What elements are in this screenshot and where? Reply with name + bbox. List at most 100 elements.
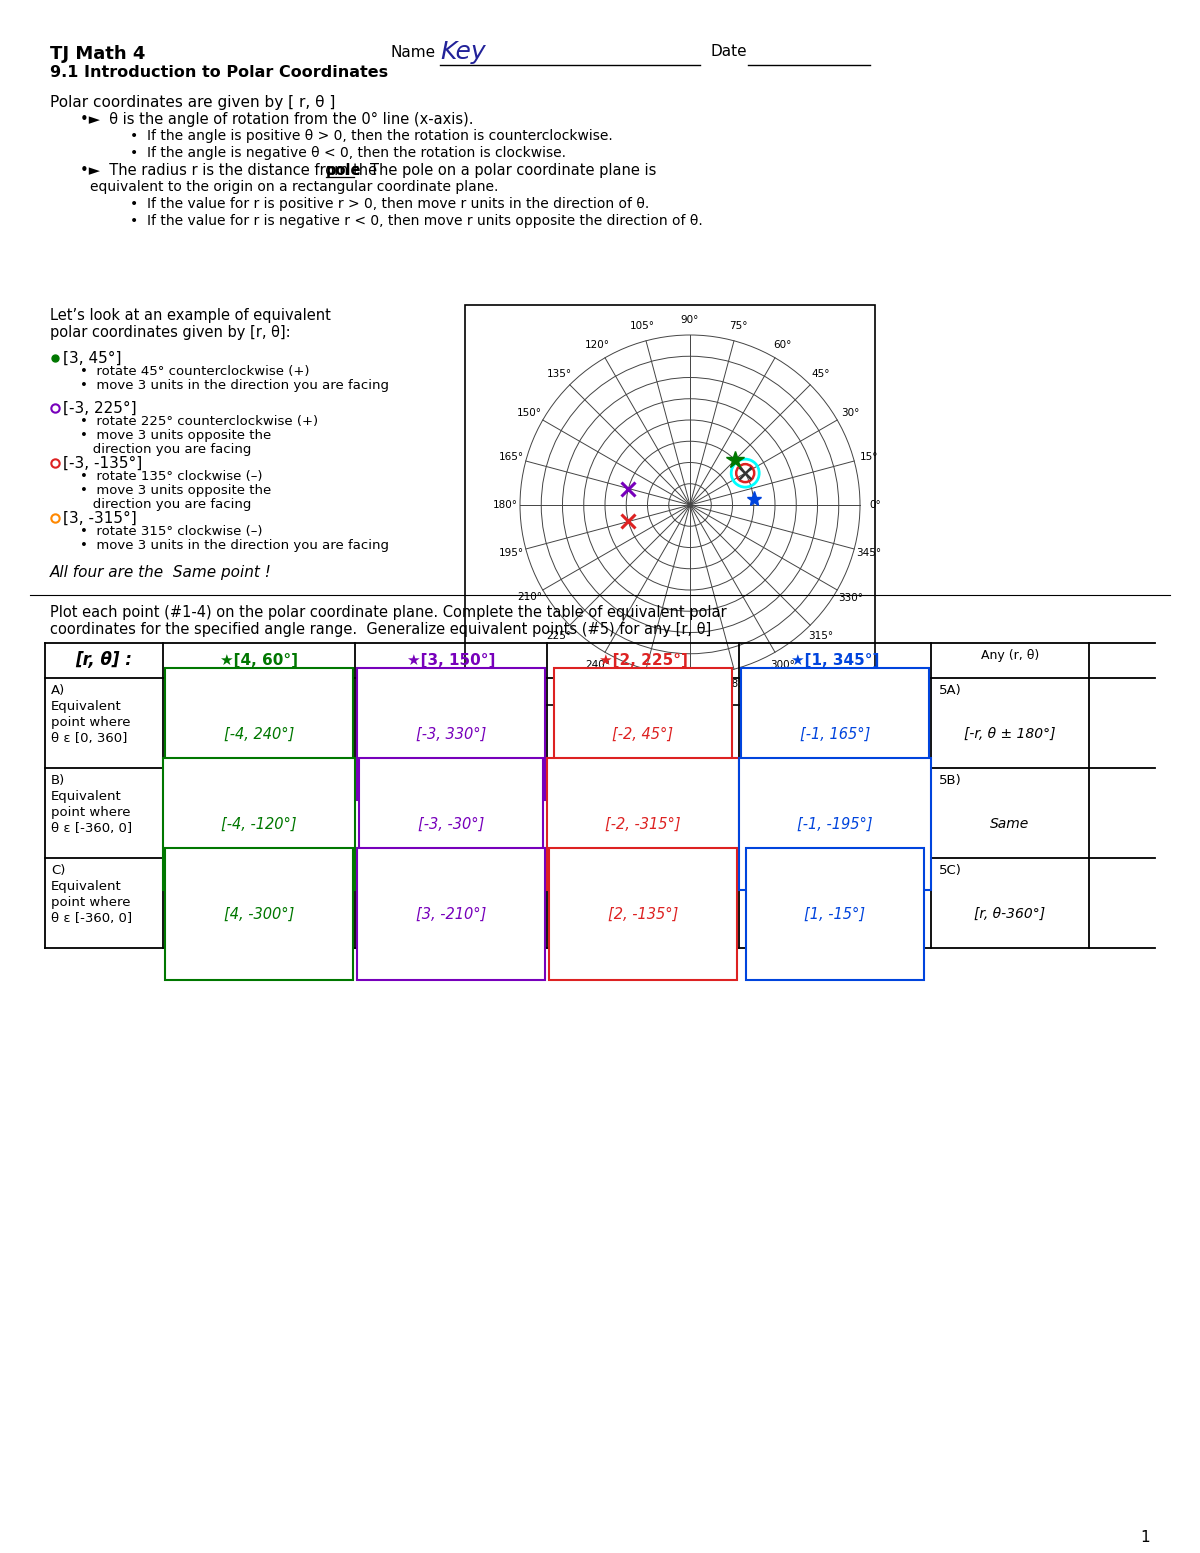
Text: θ ε [-360, 0]: θ ε [-360, 0] [50, 822, 132, 836]
Text: •  If the angle is negative θ < 0, then the rotation is clockwise.: • If the angle is negative θ < 0, then t… [130, 146, 566, 160]
Text: All four are the  Same point !: All four are the Same point ! [50, 565, 272, 579]
Text: direction you are facing: direction you are facing [80, 443, 251, 457]
Text: 225°: 225° [547, 631, 571, 641]
Text: [-2, -315°]: [-2, -315°] [605, 817, 680, 831]
Text: 150°: 150° [517, 407, 542, 418]
Text: 1: 1 [1140, 1530, 1150, 1545]
Text: [3, -210°]: [3, -210°] [416, 907, 486, 921]
Text: 120°: 120° [586, 340, 610, 349]
Text: 0°: 0° [869, 500, 881, 509]
Text: •  move 3 units in the direction you are facing: • move 3 units in the direction you are … [80, 539, 389, 551]
Bar [466, 304, 875, 705]
Text: •  rotate 45° counterclockwise (+): • rotate 45° counterclockwise (+) [80, 365, 310, 377]
Text: [r, θ-360°]: [r, θ-360°] [974, 907, 1045, 921]
Text: [-4, -120°]: [-4, -120°] [221, 817, 296, 831]
Text: polar coordinates given by [r, θ]:: polar coordinates given by [r, θ]: [50, 325, 290, 340]
Text: 30°: 30° [841, 407, 859, 418]
Text: 240°: 240° [584, 660, 610, 671]
Text: •  move 3 units in the direction you are facing: • move 3 units in the direction you are … [80, 379, 389, 391]
Text: point where: point where [50, 896, 131, 909]
Text: [-2, 45°]: [-2, 45°] [612, 727, 673, 741]
Text: 90°: 90° [680, 315, 700, 325]
Text: [-1, -195°]: [-1, -195°] [797, 817, 872, 831]
Text: 105°: 105° [630, 321, 655, 331]
Text: [1, -15°]: [1, -15°] [804, 907, 865, 921]
Text: Polar coordinates are given by [ r, θ ]: Polar coordinates are given by [ r, θ ] [50, 95, 335, 110]
Text: Name: Name [390, 45, 436, 61]
Text: ★[4, 60°]: ★[4, 60°] [220, 652, 298, 668]
Text: •  move 3 units opposite the: • move 3 units opposite the [80, 429, 271, 443]
Text: [-3, 330°]: [-3, 330°] [416, 727, 486, 741]
Text: 60°: 60° [773, 340, 792, 349]
Text: equivalent to the origin on a rectangular coordinate plane.: equivalent to the origin on a rectangula… [90, 180, 498, 194]
Text: ★[2, 225°]: ★[2, 225°] [599, 652, 688, 668]
Text: [-1, 165°]: [-1, 165°] [800, 727, 870, 741]
Text: •  rotate 225° counterclockwise (+): • rotate 225° counterclockwise (+) [80, 415, 318, 429]
Text: Equivalent: Equivalent [50, 881, 121, 893]
Text: [3, 45°]: [3, 45°] [64, 351, 121, 367]
Text: point where: point where [50, 716, 131, 728]
Text: 195°: 195° [499, 548, 524, 558]
Text: direction you are facing: direction you are facing [80, 499, 251, 511]
Text: C): C) [50, 863, 65, 877]
Text: 2B): 2B) [364, 773, 385, 787]
Text: 180°: 180° [492, 500, 517, 509]
Text: 1B): 1B) [172, 773, 193, 787]
Text: •►  θ is the angle of rotation from the 0° line (x-axis).: •► θ is the angle of rotation from the 0… [80, 112, 474, 127]
Text: Date: Date [710, 45, 746, 59]
Text: ★[1, 345°]: ★[1, 345°] [791, 652, 880, 668]
Text: 5B): 5B) [940, 773, 961, 787]
Text: [-4, 240°]: [-4, 240°] [224, 727, 294, 741]
Text: 4C): 4C) [746, 863, 769, 877]
Text: 2A): 2A) [364, 683, 385, 697]
Text: [-3, 225°]: [-3, 225°] [64, 401, 137, 416]
Text: •  If the value for r is negative r < 0, then move r units opposite the directio: • If the value for r is negative r < 0, … [130, 214, 703, 228]
Text: 3C): 3C) [554, 863, 578, 877]
Text: 5C): 5C) [940, 863, 962, 877]
Text: pole: pole [325, 163, 361, 179]
Text: Equivalent: Equivalent [50, 790, 121, 803]
Text: 255°: 255° [630, 679, 655, 688]
Text: A): A) [50, 683, 65, 697]
Text: 285°: 285° [725, 679, 750, 688]
Text: 3A): 3A) [554, 683, 577, 697]
Text: [-3, -30°]: [-3, -30°] [418, 817, 484, 831]
Text: coordinates for the specified angle range.  Generalize equivalent points (#5) fo: coordinates for the specified angle rang… [50, 623, 712, 637]
Text: 4B): 4B) [746, 773, 769, 787]
Text: [-r, θ ± 180°]: [-r, θ ± 180°] [965, 727, 1056, 741]
Text: •  rotate 135° clockwise (–): • rotate 135° clockwise (–) [80, 471, 263, 483]
Text: .  The pole on a polar coordinate plane is: . The pole on a polar coordinate plane i… [355, 163, 656, 179]
Text: 345°: 345° [856, 548, 881, 558]
Text: Same: Same [990, 817, 1030, 831]
Text: 1A): 1A) [172, 683, 193, 697]
Text: 15°: 15° [859, 452, 878, 463]
Text: [4, -300°]: [4, -300°] [224, 907, 294, 921]
Text: point where: point where [50, 806, 131, 818]
Text: •  If the angle is positive θ > 0, then the rotation is counterclockwise.: • If the angle is positive θ > 0, then t… [130, 129, 613, 143]
Text: Key: Key [440, 40, 486, 64]
Text: 75°: 75° [728, 321, 748, 331]
Text: ★[3, 150°]: ★[3, 150°] [407, 652, 496, 668]
Text: [-3, -135°]: [-3, -135°] [64, 457, 143, 471]
Text: 135°: 135° [547, 370, 571, 379]
Text: •  If the value for r is positive r > 0, then move r units in the direction of θ: • If the value for r is positive r > 0, … [130, 197, 649, 211]
Text: 315°: 315° [809, 631, 833, 641]
Text: 3B): 3B) [554, 773, 577, 787]
Text: 2C): 2C) [364, 863, 386, 877]
Text: 210°: 210° [517, 593, 542, 603]
Text: •►  The radius r is the distance from the: •► The radius r is the distance from the [80, 163, 382, 179]
Text: •  rotate 315° clockwise (–): • rotate 315° clockwise (–) [80, 525, 263, 537]
Text: [2, -135°]: [2, -135°] [608, 907, 678, 921]
Text: 4A): 4A) [746, 683, 769, 697]
Text: [r, θ] :: [r, θ] : [76, 652, 132, 669]
Text: θ ε [0, 360]: θ ε [0, 360] [50, 731, 127, 745]
Text: 330°: 330° [838, 593, 863, 603]
Text: 270°: 270° [678, 685, 702, 696]
Text: 1C): 1C) [172, 863, 194, 877]
Text: 300°: 300° [770, 660, 794, 671]
Text: [3, -315°]: [3, -315°] [64, 511, 137, 526]
Text: 9.1 Introduction to Polar Coordinates: 9.1 Introduction to Polar Coordinates [50, 65, 388, 81]
Text: 165°: 165° [499, 452, 524, 463]
Text: Any (r, θ): Any (r, θ) [980, 649, 1039, 662]
Text: B): B) [50, 773, 65, 787]
